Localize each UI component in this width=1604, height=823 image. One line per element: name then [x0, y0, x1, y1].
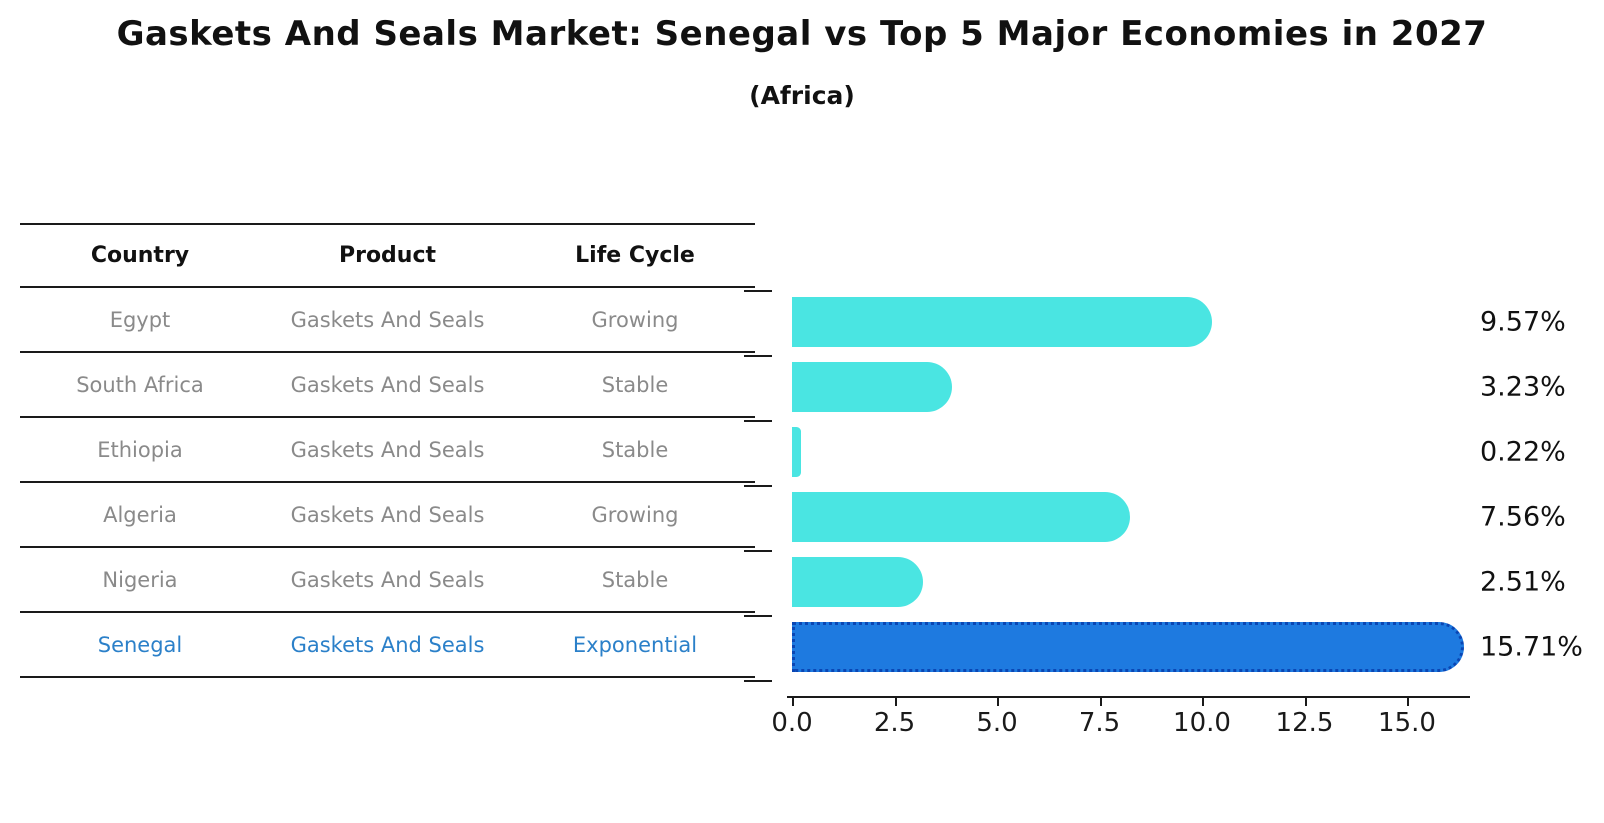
chart-subtitle: (Africa): [749, 81, 855, 110]
table-row: Egypt Gaskets And Seals Growing: [20, 288, 755, 353]
x-axis-tick: [1202, 698, 1204, 706]
bar-value-label: 15.71%: [1480, 631, 1583, 663]
cell-product: Gaskets And Seals: [290, 437, 485, 462]
y-axis-tick: [744, 354, 772, 357]
bar-algeria: [792, 492, 1130, 542]
header-product: Product: [338, 243, 437, 268]
bar-nigeria: [792, 557, 923, 607]
x-axis-tick-label: 5.0: [976, 708, 1018, 738]
cell-life-cycle: Growing: [591, 502, 679, 527]
cell-product: Gaskets And Seals: [290, 502, 485, 527]
x-axis-tick: [894, 698, 897, 706]
cell-product: Gaskets And Seals: [290, 567, 485, 592]
table-row: Ethiopia Gaskets And Seals Stable: [20, 418, 755, 483]
bar-value-label: 2.51%: [1480, 566, 1566, 598]
x-axis-tick-label: 12.5: [1275, 708, 1334, 738]
x-axis-tick-label: 15.0: [1378, 708, 1436, 738]
y-axis-tick: [744, 549, 772, 552]
x-axis-tick: [997, 698, 999, 706]
cell-life-cycle: Stable: [601, 567, 669, 592]
x-axis-tick-label: 10.0: [1173, 708, 1231, 738]
table-row: Nigeria Gaskets And Seals Stable: [20, 548, 755, 613]
cell-country: Ethiopia: [97, 437, 183, 462]
bar-senegal-highlight: [792, 622, 1465, 672]
cell-product: Gaskets And Seals: [290, 307, 485, 332]
x-axis-tick: [1099, 698, 1102, 706]
cell-country: Egypt: [109, 307, 171, 332]
cell-country: South Africa: [76, 372, 204, 397]
y-axis-tick: [744, 614, 772, 617]
table-row: Algeria Gaskets And Seals Growing: [20, 483, 755, 548]
cell-life-cycle: Stable: [601, 372, 669, 397]
bar-value-label: 7.56%: [1480, 501, 1566, 533]
bar-value-label: 3.23%: [1480, 371, 1566, 403]
bar-value-label: 9.57%: [1480, 306, 1566, 338]
country-table: Country Product Life Cycle Egypt Gaskets…: [20, 223, 755, 678]
x-axis-tick: [1407, 698, 1409, 706]
x-axis-tick: [1304, 698, 1307, 706]
table-row-highlighted: Senegal Gaskets And Seals Exponential: [20, 613, 755, 678]
cell-product: Gaskets And Seals: [290, 372, 485, 397]
cell-life-cycle: Exponential: [572, 632, 698, 657]
y-axis-tick: [744, 289, 772, 292]
bar-value-label: 0.22%: [1480, 436, 1566, 468]
bar-egypt: [792, 297, 1213, 347]
x-axis-tick-label: 2.5: [873, 708, 916, 738]
y-axis-tick: [744, 679, 772, 682]
cell-country: Nigeria: [102, 567, 178, 592]
x-axis-tick-label: 0.0: [771, 708, 813, 738]
x-axis: [787, 696, 1470, 698]
table-header-row: Country Product Life Cycle: [20, 223, 755, 288]
bar-south-africa: [792, 362, 953, 412]
table-row: South Africa Gaskets And Seals Stable: [20, 353, 755, 418]
cell-product: Gaskets And Seals: [290, 632, 485, 657]
chart-title: Gaskets And Seals Market: Senegal vs Top…: [116, 14, 1488, 54]
x-axis-tick-label: 7.5: [1078, 708, 1121, 738]
cell-life-cycle: Growing: [591, 307, 679, 332]
cell-country: Algeria: [103, 502, 177, 527]
x-axis-tick: [792, 698, 794, 706]
bar-ethiopia: [792, 427, 802, 477]
cell-life-cycle: Stable: [601, 437, 669, 462]
y-axis-tick: [744, 419, 772, 422]
header-country: Country: [90, 243, 190, 268]
y-axis-tick: [744, 484, 772, 487]
header-life-cycle: Life Cycle: [575, 243, 695, 268]
cell-country: Senegal: [97, 632, 183, 657]
